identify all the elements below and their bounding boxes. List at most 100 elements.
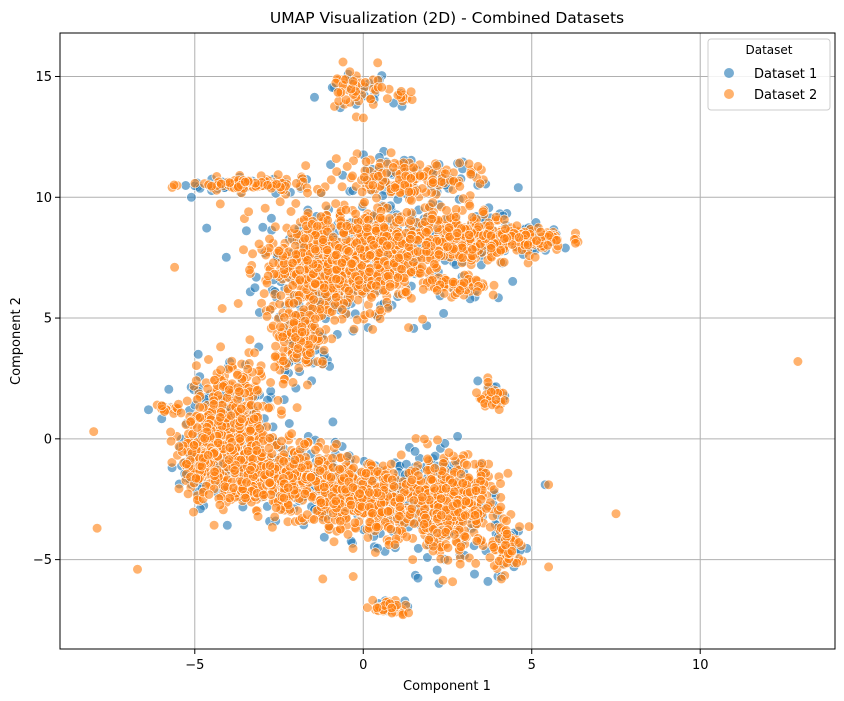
dataset-2-point: [241, 477, 252, 488]
dataset-2-point: [132, 564, 143, 575]
dataset-2-point: [364, 487, 375, 498]
dataset-2-point: [375, 313, 386, 324]
dataset-2-point: [406, 86, 417, 97]
dataset-2-point: [513, 232, 525, 243]
dataset-1-point: [513, 182, 524, 193]
dataset-2-point: [405, 215, 416, 226]
dataset-2-point: [382, 93, 393, 104]
dataset-2-point: [331, 249, 342, 260]
dataset-2-point: [354, 488, 365, 499]
dataset-2-point: [243, 206, 254, 217]
dataset-2-point: [482, 377, 494, 388]
dataset-2-point: [472, 161, 484, 172]
dataset-2-point: [337, 181, 348, 192]
dataset-2-point: [183, 488, 194, 499]
dataset-2-point: [476, 458, 488, 469]
dataset-2-point: [389, 539, 400, 550]
dataset-2-point: [423, 534, 435, 546]
dataset-1-point: [412, 572, 424, 584]
dataset-2-point: [274, 298, 285, 310]
dataset-2-point: [429, 483, 440, 494]
dataset-2-point: [442, 555, 454, 566]
dataset-2-point: [454, 157, 465, 168]
y-tick-label: 10: [35, 191, 52, 206]
dataset-2-point: [366, 292, 377, 303]
dataset-2-point: [364, 250, 376, 261]
dataset-2-point: [249, 347, 260, 358]
dataset-2-point: [313, 455, 325, 467]
dataset-2-point: [448, 277, 459, 288]
dataset-2-point: [202, 383, 213, 394]
dataset-2-point: [431, 160, 442, 171]
dataset-2-point: [271, 179, 282, 190]
dataset-2-point: [441, 205, 452, 216]
dataset-2-point: [291, 178, 302, 189]
dataset-2-point: [499, 395, 510, 406]
dataset-2-point: [233, 298, 244, 309]
dataset-2-point: [494, 404, 505, 415]
dataset-2-point: [169, 262, 180, 273]
dataset-2-point: [264, 460, 276, 471]
scatter-points: [88, 56, 804, 620]
dataset-2-point: [299, 488, 311, 499]
dataset-2-point: [252, 511, 264, 522]
dataset-2-point: [386, 147, 397, 158]
dataset-2-point: [290, 198, 301, 209]
dataset-2-point: [455, 541, 466, 552]
dataset-2-point: [299, 438, 310, 450]
dataset-2-point: [286, 428, 297, 439]
dataset-2-point: [543, 479, 554, 490]
dataset-2-point: [488, 542, 499, 553]
dataset-1-point: [180, 180, 191, 191]
dataset-2-point: [331, 439, 342, 450]
dataset-2-point: [443, 447, 455, 458]
dataset-2-point: [331, 292, 342, 303]
dataset-2-point: [444, 222, 455, 233]
dataset-2-point: [287, 377, 299, 388]
dataset-2-point: [542, 240, 553, 251]
dataset-2-point: [396, 86, 407, 97]
dataset-2-point: [358, 112, 369, 123]
dataset-2-point: [367, 324, 378, 335]
dataset-2-point: [300, 160, 311, 171]
dataset-2-point: [455, 469, 467, 480]
dataset-2-point: [270, 221, 281, 232]
dataset-2-point: [262, 180, 273, 191]
dataset-2-point: [283, 482, 294, 493]
dataset-2-point: [386, 602, 397, 614]
dataset-2-point: [436, 493, 447, 504]
dataset-2-point: [419, 434, 430, 445]
dataset-2-point: [271, 502, 282, 513]
dataset-2-point: [267, 522, 278, 533]
dataset-1-point: [319, 532, 330, 543]
dataset-2-point: [348, 76, 359, 87]
dataset-2-point: [236, 413, 247, 425]
dataset-2-point: [473, 221, 484, 232]
dataset-2-point: [490, 394, 502, 405]
x-tick-label: 10: [692, 658, 709, 673]
dataset-2-point: [88, 426, 99, 437]
y-tick-label: 15: [35, 70, 52, 85]
dataset-2-point: [499, 257, 510, 268]
dataset-2-point: [371, 192, 382, 204]
dataset-2-point: [427, 177, 439, 188]
dataset-2-point: [199, 433, 210, 444]
dataset-2-point: [357, 186, 368, 197]
dataset-2-point: [406, 266, 417, 278]
dataset-2-point: [188, 440, 199, 451]
dataset-2-point: [315, 465, 326, 476]
dataset-2-point: [268, 257, 279, 268]
dataset-2-point: [460, 496, 472, 507]
dataset-2-point: [522, 239, 534, 250]
dataset-2-point: [203, 450, 214, 461]
dataset-2-point: [454, 181, 465, 192]
dataset-2-point: [409, 518, 420, 529]
dataset-2-point: [394, 493, 405, 504]
dataset-2-point: [386, 459, 397, 470]
dataset-2-point: [208, 399, 219, 410]
dataset-2-point: [350, 208, 361, 219]
dataset-2-point: [388, 162, 399, 173]
dataset-2-point: [496, 573, 507, 585]
dataset-2-point: [182, 395, 193, 407]
dataset-2-point: [401, 286, 412, 298]
